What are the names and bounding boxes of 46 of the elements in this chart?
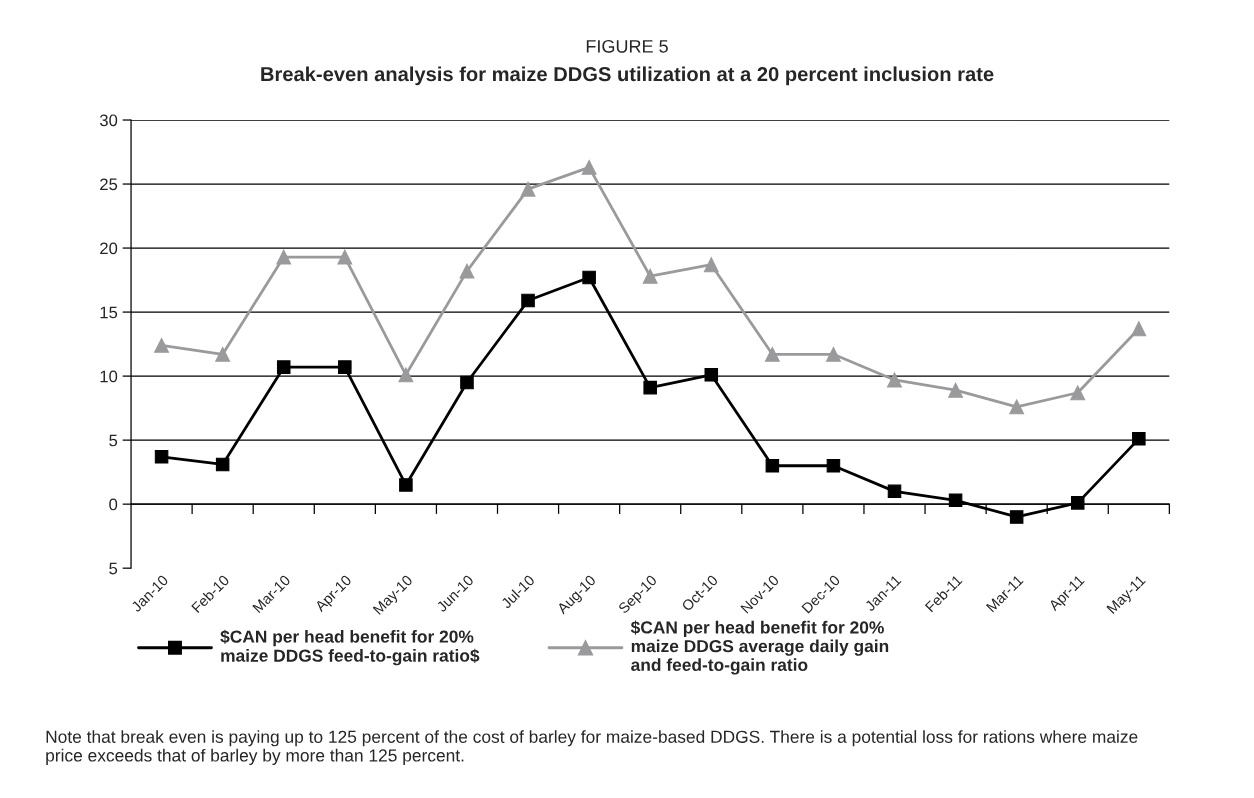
point: [215, 457, 230, 472]
point: [276, 249, 292, 265]
point: [1131, 321, 1147, 337]
y-tick-label: 20: [100, 242, 118, 255]
point: [459, 263, 475, 279]
point: [765, 458, 780, 473]
chart-title: FIGURE 5: [586, 39, 668, 53]
chart-subtitle: Break-even analysis for maize DDGS utilization at a 20 percent inclusion rate: [261, 66, 994, 86]
point: [703, 257, 719, 273]
point: [338, 360, 352, 374]
legend-label: $CAN per head benefit for 20% maize DDGS average daily gain and feed-to-gain ratio: [630, 620, 889, 675]
point: [887, 372, 902, 388]
point: [276, 360, 291, 374]
y-tick-label: 15: [100, 306, 118, 319]
point: [460, 375, 474, 390]
point: [1070, 496, 1085, 510]
y-tick-label: 0: [109, 498, 118, 511]
point: [887, 484, 902, 499]
y-tick-label: 25: [100, 178, 118, 191]
point: [215, 346, 231, 362]
point: [642, 268, 658, 284]
point: [521, 293, 535, 308]
point: [399, 478, 413, 492]
legend-label: $CAN per head benefit for 20% maize DDGS feed-to-gain ratio$: [220, 629, 480, 666]
point: [154, 337, 170, 353]
y-tick-label: 30: [99, 114, 118, 127]
point: [582, 270, 596, 285]
point: [1009, 399, 1025, 415]
y-tick-label: 5: [109, 434, 118, 447]
point: [1070, 385, 1086, 401]
y-tick-label: 10: [100, 370, 118, 383]
point: [1132, 432, 1146, 446]
point: [825, 346, 841, 362]
point: [826, 458, 841, 473]
point: [154, 450, 169, 464]
point: [948, 382, 964, 398]
point: [764, 346, 780, 362]
y-tick-label: 5: [109, 562, 118, 575]
point: [581, 159, 597, 175]
point: [704, 368, 719, 382]
point: [520, 181, 536, 197]
point: [643, 380, 657, 395]
point: [1009, 510, 1024, 524]
point: [337, 249, 353, 265]
point: [398, 367, 414, 383]
text: Note that break even is paying up to 125 percent of the cost of barley for maize-based DDGS. There is a potential loss for rations where maize price exceeds that of barley by more than 125 percent.: [46, 730, 1138, 766]
